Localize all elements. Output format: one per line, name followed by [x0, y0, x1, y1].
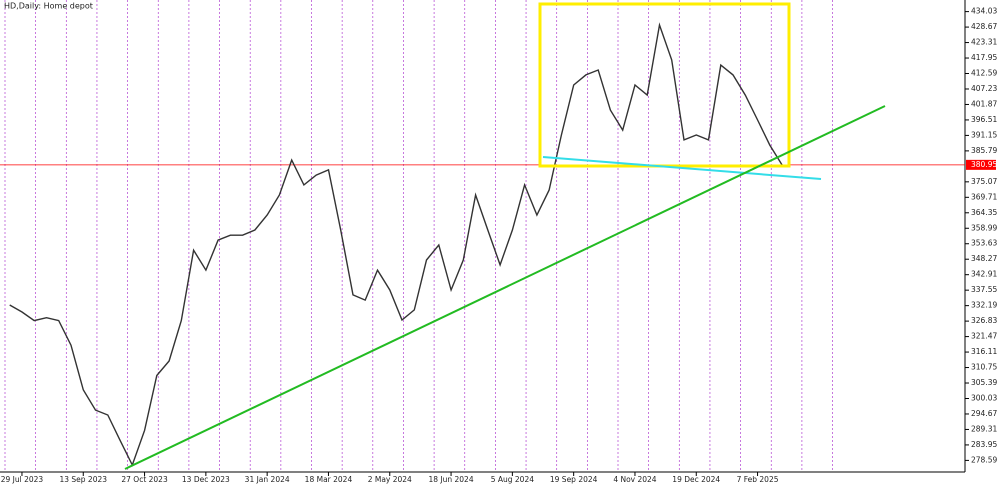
- y-tick-label: 353.63: [971, 239, 997, 248]
- y-tick-label: 369.71: [971, 192, 997, 201]
- y-tick-label: 278.59: [971, 455, 997, 464]
- x-tick-label: 18 Mar 2024: [305, 475, 353, 484]
- x-tick-label: 5 Aug 2024: [491, 475, 534, 484]
- price-label-box: [966, 159, 996, 170]
- y-tick-label: 428.67: [971, 22, 997, 31]
- x-tick-label: 13 Dec 2023: [182, 475, 230, 484]
- y-tick-label: 401.87: [971, 99, 997, 108]
- grid: [4, 0, 833, 472]
- x-tick-label: 19 Sep 2024: [550, 475, 598, 484]
- y-tick-label: 375.07: [971, 177, 997, 186]
- y-tick-label: 342.91: [971, 270, 997, 279]
- x-tick-label: 27 Oct 2023: [121, 475, 168, 484]
- x-tick-label: 2 May 2024: [368, 475, 412, 484]
- trend-line: [124, 105, 886, 470]
- y-tick-label: 300.03: [971, 393, 997, 402]
- y-tick-label: 407.23: [971, 84, 997, 93]
- y-tick-label: 385.79: [971, 146, 997, 155]
- y-tick-label: 348.27: [971, 254, 997, 263]
- y-tick-label: 305.39: [971, 378, 997, 387]
- y-tick-label: 326.83: [971, 316, 997, 325]
- y-tick-label: 337.55: [971, 285, 997, 294]
- x-tick-label: 18 Jun 2024: [428, 475, 473, 484]
- y-tick-label: 289.31: [971, 424, 997, 433]
- y-tick-label: 423.31: [971, 38, 997, 47]
- x-tick-label: 29 Jul 2023: [1, 475, 44, 484]
- y-tick-label: 321.47: [971, 332, 997, 341]
- y-tick-label: 412.59: [971, 69, 997, 78]
- y-tick-label: 417.95: [971, 53, 997, 62]
- x-tick-label: 19 Dec 2024: [672, 475, 720, 484]
- pattern-box: [538, 2, 791, 168]
- marks: [0, 22, 965, 467]
- chart-title: HD,Daily: Home depot: [4, 2, 93, 11]
- x-tick-label: 31 Jan 2024: [245, 475, 290, 484]
- y-tick-label: 332.19: [971, 301, 997, 310]
- x-tick-label: 13 Sep 2023: [59, 475, 107, 484]
- y-tick-label: 396.51: [971, 115, 997, 124]
- y-tick-label: 434.03: [971, 7, 997, 16]
- x-tick-label: 4 Nov 2024: [613, 475, 656, 484]
- y-tick-label: 316.11: [971, 347, 997, 356]
- y-tick-label: 294.67: [971, 409, 997, 418]
- price-series: [9, 22, 783, 467]
- price-label: 380.95: [971, 160, 997, 169]
- x-tick-label: 7 Feb 2025: [737, 475, 779, 484]
- y-tick-label: 283.95: [971, 440, 997, 449]
- neckline: [542, 156, 822, 180]
- y-tick-label: 358.99: [971, 223, 997, 232]
- y-tick-label: 391.15: [971, 130, 997, 139]
- y-tick-label: 364.35: [971, 208, 997, 217]
- y-tick-label: 310.75: [971, 363, 997, 372]
